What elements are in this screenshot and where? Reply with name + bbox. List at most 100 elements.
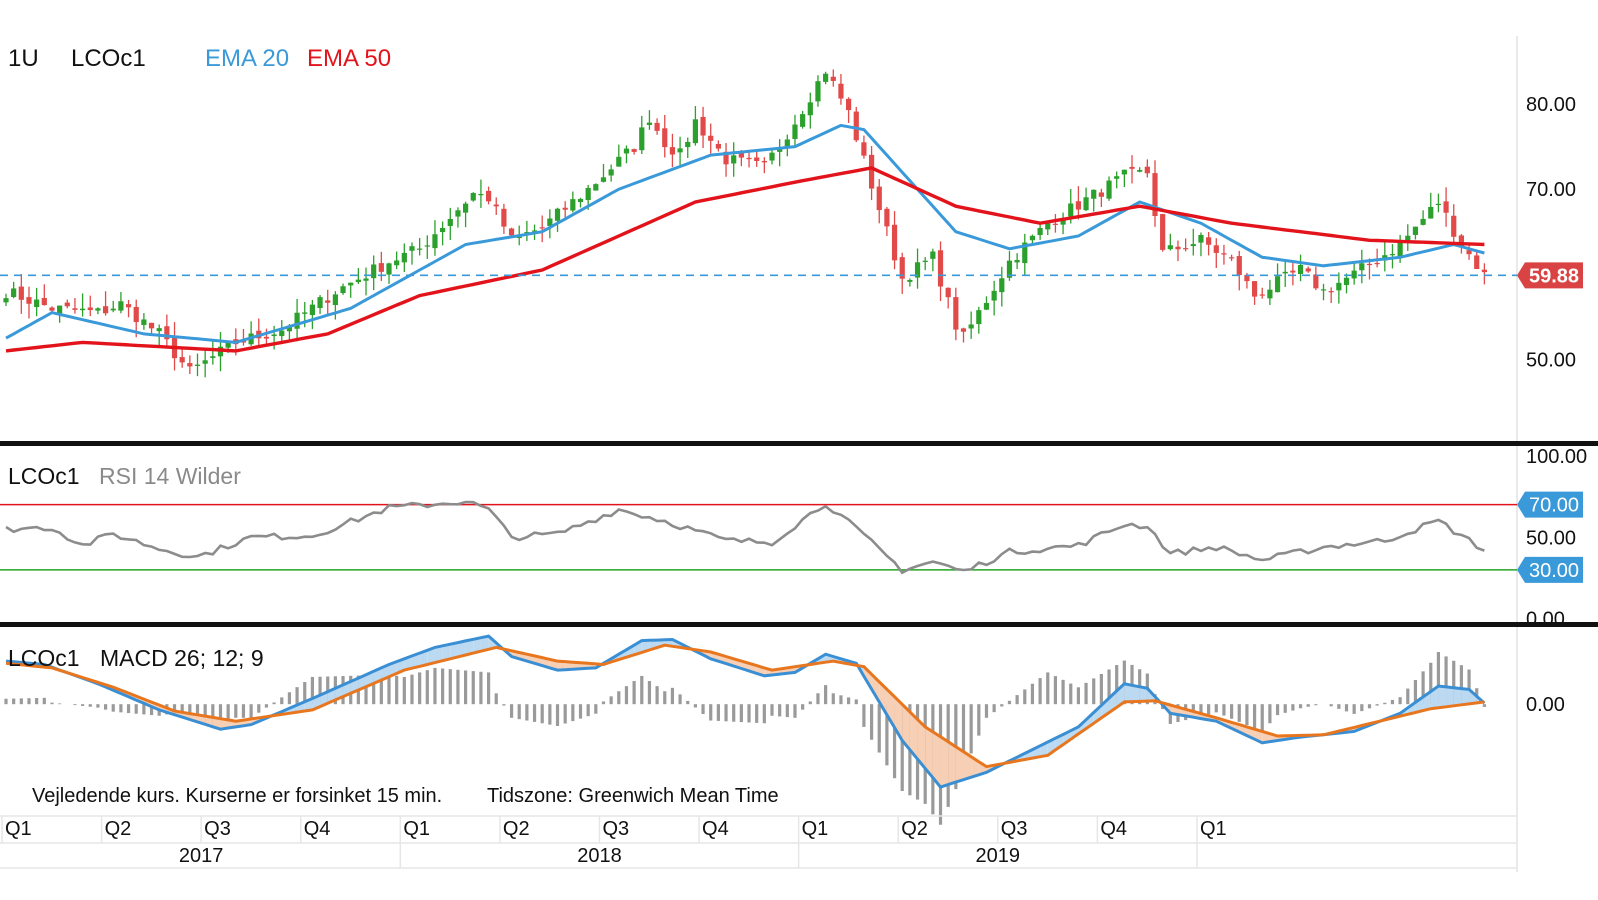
candle-body[interactable]: [1075, 201, 1081, 210]
candle-body[interactable]: [922, 260, 928, 262]
rsi-panel[interactable]: 70.00 30.00 100.00 50.00 0.00: [0, 446, 1587, 631]
candle-body[interactable]: [884, 208, 890, 227]
candle-body[interactable]: [554, 208, 561, 221]
year-label[interactable]: 2017: [179, 845, 224, 867]
candle-body[interactable]: [1443, 201, 1449, 213]
candle-body[interactable]: [777, 147, 783, 152]
candle-body[interactable]: [1045, 223, 1051, 230]
quarter-label[interactable]: Q2: [503, 818, 530, 840]
candle-body[interactable]: [1137, 169, 1143, 172]
quarter-label[interactable]: Q1: [403, 818, 430, 840]
candle-body[interactable]: [639, 127, 645, 151]
candle-body[interactable]: [102, 306, 109, 314]
candle-body[interactable]: [600, 177, 607, 182]
candle-body[interactable]: [999, 278, 1005, 293]
candle-body[interactable]: [141, 319, 147, 325]
candle-body[interactable]: [1412, 226, 1419, 235]
candle-body[interactable]: [1282, 271, 1288, 274]
candle-body[interactable]: [1481, 269, 1487, 273]
candle-body[interactable]: [110, 308, 116, 311]
candle-body[interactable]: [417, 248, 423, 250]
quarter-label[interactable]: Q3: [1001, 818, 1028, 840]
candle-body[interactable]: [1451, 215, 1457, 237]
candle-body[interactable]: [1359, 263, 1365, 271]
candle-body[interactable]: [1114, 176, 1120, 179]
candle-body[interactable]: [72, 308, 78, 310]
candle-body[interactable]: [907, 280, 913, 282]
candle-body[interactable]: [424, 245, 430, 247]
quarter-label[interactable]: Q1: [5, 818, 32, 840]
candle-body[interactable]: [340, 286, 346, 294]
candle-body[interactable]: [570, 199, 576, 211]
candle-body[interactable]: [1274, 276, 1281, 293]
candle-body[interactable]: [577, 198, 584, 203]
candle-body[interactable]: [64, 302, 70, 307]
candle-body[interactable]: [1351, 270, 1357, 279]
candle-body[interactable]: [1244, 274, 1250, 282]
candle-body[interactable]: [547, 218, 553, 226]
candle-body[interactable]: [485, 190, 492, 202]
quarter-label[interactable]: Q2: [105, 818, 132, 840]
candle-body[interactable]: [853, 111, 859, 141]
candle-body[interactable]: [386, 263, 392, 275]
candle-body[interactable]: [263, 336, 270, 339]
candle-body[interactable]: [1305, 268, 1311, 272]
candle-body[interactable]: [409, 246, 415, 251]
candle-body[interactable]: [715, 143, 721, 149]
candle-body[interactable]: [968, 324, 974, 329]
candle-body[interactable]: [455, 210, 461, 217]
candle-body[interactable]: [1022, 242, 1028, 264]
candle-body[interactable]: [1175, 246, 1181, 250]
candle-body[interactable]: [585, 188, 591, 201]
candle-body[interactable]: [1374, 262, 1380, 265]
candle-body[interactable]: [447, 219, 453, 227]
candle-body[interactable]: [1037, 227, 1043, 236]
interval-label[interactable]: 1U: [8, 45, 39, 72]
candle-body[interactable]: [1121, 169, 1127, 175]
candle-body[interactable]: [394, 260, 400, 266]
candle-body[interactable]: [279, 330, 285, 337]
candle-body[interactable]: [440, 228, 446, 233]
candle-body[interactable]: [26, 297, 32, 304]
candle-body[interactable]: [1343, 277, 1350, 286]
candle-body[interactable]: [1060, 219, 1066, 225]
candle-body[interactable]: [976, 310, 982, 325]
quarter-label[interactable]: Q3: [602, 818, 629, 840]
ema-50-legend[interactable]: EMA 50: [307, 45, 391, 72]
candle-body[interactable]: [18, 286, 24, 300]
candle-body[interactable]: [1152, 173, 1158, 217]
candle-body[interactable]: [1466, 250, 1472, 255]
macd-signal-line[interactable]: [5, 643, 1485, 769]
candle-body[interactable]: [1267, 289, 1273, 299]
candle-body[interactable]: [815, 81, 821, 102]
candle-body[interactable]: [838, 83, 844, 99]
candle-body[interactable]: [899, 257, 905, 279]
candle-body[interactable]: [95, 308, 101, 311]
candle-body[interactable]: [179, 357, 185, 363]
candle-body[interactable]: [118, 301, 124, 311]
candle-body[interactable]: [49, 307, 55, 311]
candle-body[interactable]: [378, 263, 384, 272]
candle-body[interactable]: [1328, 291, 1334, 293]
candle-body[interactable]: [294, 312, 300, 329]
candle-body[interactable]: [125, 304, 132, 308]
macd-line[interactable]: [5, 634, 1486, 789]
candle-body[interactable]: [401, 252, 407, 263]
quarter-label[interactable]: Q1: [802, 818, 829, 840]
ema-50-line[interactable]: [5, 166, 1485, 353]
candle-body[interactable]: [348, 282, 354, 286]
panel-separator-price-rsi[interactable]: [0, 441, 1598, 446]
candle-body[interactable]: [187, 363, 193, 367]
candle-body[interactable]: [677, 148, 683, 153]
candle-body[interactable]: [1458, 235, 1464, 248]
candle-body[interactable]: [708, 135, 714, 141]
candle-body[interactable]: [914, 262, 921, 278]
candle-body[interactable]: [1313, 274, 1319, 289]
candle-body[interactable]: [646, 122, 653, 125]
candle-body[interactable]: [286, 326, 293, 332]
candle-body[interactable]: [1290, 270, 1296, 273]
candle-body[interactable]: [868, 154, 875, 189]
candle-body[interactable]: [1474, 255, 1480, 269]
candle-body[interactable]: [3, 298, 9, 303]
candle-body[interactable]: [355, 279, 361, 283]
